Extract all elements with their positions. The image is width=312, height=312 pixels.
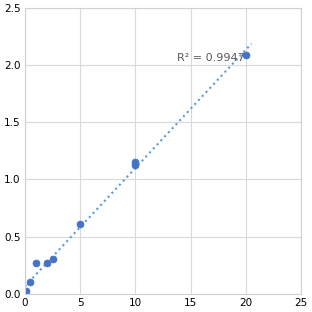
Text: R² = 0.9947: R² = 0.9947 — [178, 53, 245, 63]
Point — [50, 256, 55, 261]
Point — [24, 289, 29, 294]
Point — [45, 260, 50, 265]
Point — [133, 160, 138, 165]
Point — [78, 222, 83, 227]
Point — [133, 162, 138, 167]
Point — [33, 260, 38, 265]
Point — [22, 291, 27, 296]
Point — [243, 52, 248, 57]
Point — [28, 280, 33, 285]
